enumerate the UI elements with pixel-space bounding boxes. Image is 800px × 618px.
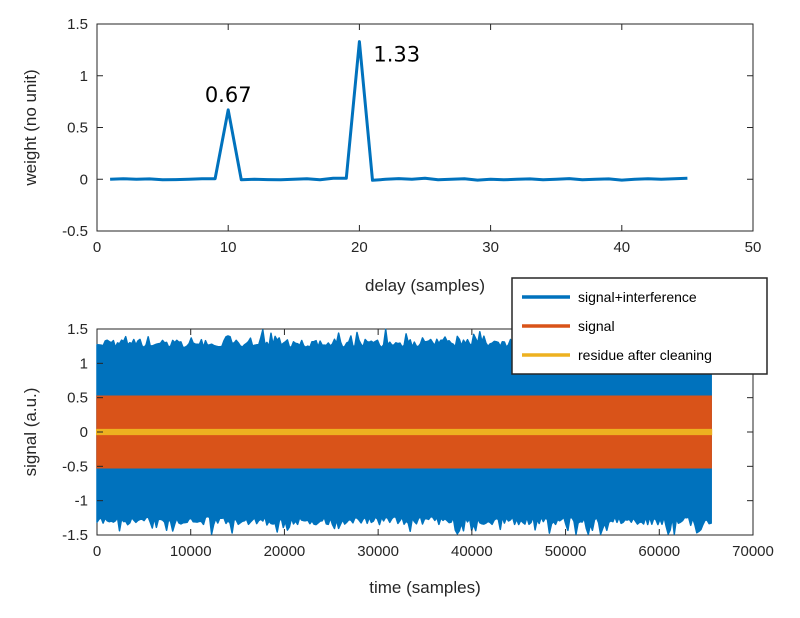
y-tick-label: 0 <box>80 171 88 188</box>
x-tick-label: 20 <box>351 239 368 256</box>
bottom-x-axis-label: time (samples) <box>369 578 480 597</box>
x-tick-label: 10000 <box>170 543 212 560</box>
x-tick-label: 40 <box>613 239 630 256</box>
y-tick-label: -0.5 <box>62 223 88 240</box>
top-axes-weights: 0 10 20 30 40 50 -0.5 0 0.5 1 1.5 0.67 1.33 delay (… <box>21 16 761 295</box>
y-tick-label: 0.5 <box>67 120 88 137</box>
x-tick-label: 10 <box>220 239 237 256</box>
legend-entry-label: signal <box>578 318 615 334</box>
x-tick-label: 30 <box>482 239 499 256</box>
weights-line <box>110 40 688 182</box>
legend-items: signal+interference signal residue after c… <box>522 289 712 363</box>
top-y-axis-label: weight (no unit) <box>21 69 40 186</box>
top-axes-box <box>96 23 754 232</box>
y-tick-label: 1.5 <box>67 321 88 338</box>
x-tick-label: 50000 <box>545 543 587 560</box>
x-tick-label: 0 <box>93 543 101 560</box>
y-tick-label: 1 <box>80 355 88 372</box>
y-tick-label: 1 <box>80 68 88 85</box>
x-tick-label: 60000 <box>638 543 680 560</box>
x-tick-label: 70000 <box>732 543 774 560</box>
peak-annotation-label: 1.33 <box>373 43 420 67</box>
y-tick-label: 0.5 <box>67 390 88 407</box>
residue-trace <box>96 428 713 436</box>
x-tick-label: 20000 <box>264 543 306 560</box>
legend: signal+interference signal residue after c… <box>511 277 768 375</box>
y-tick-label: -1 <box>75 493 88 510</box>
peak-annotation-label: 0.67 <box>205 83 252 107</box>
x-tick-label: 30000 <box>357 543 399 560</box>
y-tick-label: -1.5 <box>62 527 88 544</box>
weights-series-group <box>110 40 688 182</box>
x-tick-label: 0 <box>93 239 101 256</box>
signals-series-group <box>96 328 713 536</box>
y-tick-label: -0.5 <box>62 458 88 475</box>
legend-entry-label: residue after cleaning <box>578 347 712 363</box>
x-tick-label: 50 <box>745 239 762 256</box>
top-x-axis-label: delay (samples) <box>365 276 485 295</box>
x-tick-label: 40000 <box>451 543 493 560</box>
peak-annotations: 0.67 1.33 <box>205 43 420 107</box>
bottom-y-axis-label: signal (a.u.) <box>21 388 40 477</box>
top-axes-ticks: 0 10 20 30 40 50 -0.5 0 0.5 1 1.5 <box>62 16 761 256</box>
y-tick-label: 0 <box>80 424 88 441</box>
y-tick-label: 1.5 <box>67 16 88 33</box>
legend-entry-label: signal+interference <box>578 289 697 305</box>
bottom-axes-ticks: 0 10000 20000 30000 40000 50000 60000 70000 -1.5… <box>62 321 774 560</box>
